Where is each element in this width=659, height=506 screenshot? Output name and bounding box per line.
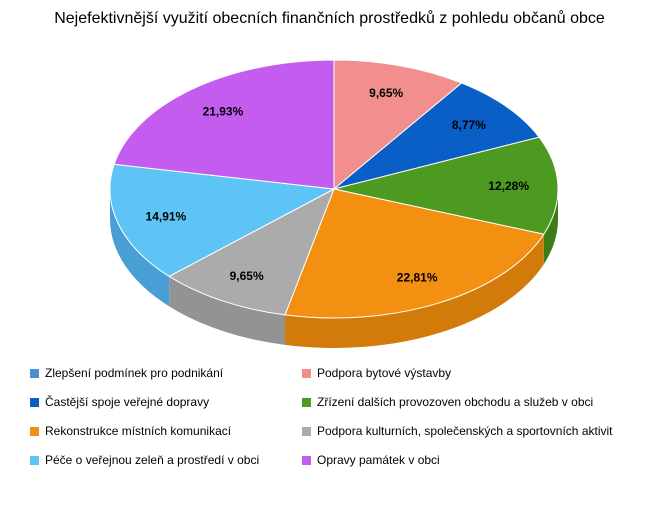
legend-swatch bbox=[30, 455, 39, 465]
legend-item-4: Rekonstrukce místních komunikací bbox=[30, 424, 231, 438]
legend-swatch bbox=[30, 397, 39, 407]
legend-item-7: Opravy památek v obci bbox=[302, 453, 440, 467]
legend-item-0: Zlepšení podmínek pro podnikání bbox=[30, 366, 223, 380]
pie-slice-3 bbox=[284, 188, 545, 319]
legend-swatch bbox=[30, 368, 39, 378]
data-label-0: 9,65% bbox=[369, 86, 403, 100]
legend-swatch bbox=[302, 397, 311, 407]
pie-slice-0 bbox=[333, 59, 463, 191]
data-label-5: 14,91% bbox=[146, 209, 187, 223]
legend-label: Podpora bytové výstavby bbox=[317, 366, 452, 380]
legend-swatch bbox=[302, 455, 311, 465]
pie-side-3 bbox=[110, 189, 170, 307]
legend-swatch bbox=[302, 368, 311, 378]
pie-side-0 bbox=[543, 189, 558, 265]
pie-slice-1 bbox=[333, 82, 540, 190]
data-label-1: 8,77% bbox=[452, 118, 486, 132]
legend-label: Rekonstrukce místních komunikací bbox=[45, 424, 232, 438]
legend-label: Podpora kulturních, společenských a spor… bbox=[317, 424, 613, 438]
pie-slice-5 bbox=[109, 163, 336, 277]
data-label-2: 12,28% bbox=[488, 179, 529, 193]
legend-swatch bbox=[30, 426, 39, 436]
pie-sides bbox=[110, 189, 558, 348]
pie-tops bbox=[109, 59, 559, 319]
legend-label: Opravy památek v obci bbox=[317, 453, 440, 467]
data-label-4: 9,65% bbox=[230, 269, 264, 283]
legend-item-5: Podpora kulturních, společenských a spor… bbox=[302, 424, 613, 438]
legend-item-3: Zřízení dalších provozoven obchodu a slu… bbox=[302, 395, 593, 409]
data-label-3: 22,81% bbox=[397, 270, 438, 284]
legend-item-1: Podpora bytové výstavby bbox=[302, 366, 451, 380]
pie-side-1 bbox=[284, 234, 544, 348]
legend-label: Péče o veřejnou zeleň a prostředí v obci bbox=[45, 453, 260, 467]
legend-swatch bbox=[302, 426, 311, 436]
pie-slice-4 bbox=[168, 187, 335, 316]
pie-side-2 bbox=[169, 276, 285, 345]
data-label-6: 21,93% bbox=[203, 104, 244, 118]
legend-item-2: Častější spoje veřejné dopravy bbox=[30, 395, 209, 409]
legend-label: Zlepšení podmínek pro podnikání bbox=[45, 366, 224, 380]
legend-label: Zřízení dalších provozoven obchodu a slu… bbox=[317, 395, 594, 409]
pie-slice-2 bbox=[333, 136, 559, 235]
pie-labels: 9,65% 8,77% 12,28% 22,81% 9,65% 14,91% 21,93% bbox=[146, 86, 530, 285]
legend-label: Častější spoje veřejné dopravy bbox=[45, 395, 210, 409]
pie-slice-6 bbox=[113, 59, 335, 190]
legend-item-6: Péče o veřejnou zeleň a prostředí v obci bbox=[30, 453, 259, 467]
chart-title: Nejefektivnější využití obecních finančn… bbox=[54, 10, 605, 27]
pie-chart: 9,65% 8,77% 12,28% 22,81% 9,65% 14,91% 21,93% bbox=[109, 59, 559, 348]
